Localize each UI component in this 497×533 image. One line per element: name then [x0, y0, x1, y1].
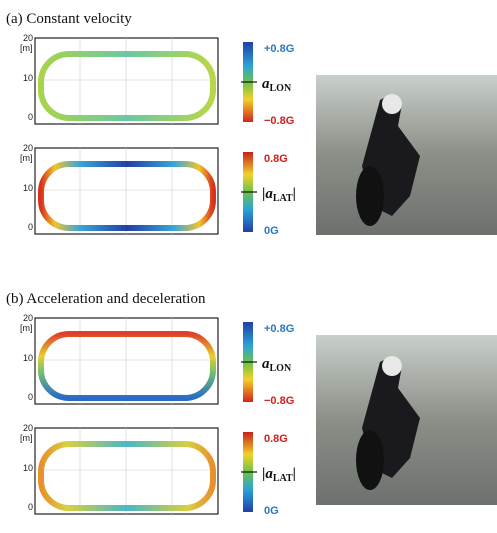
label-suffix: |: [293, 466, 296, 482]
y-tick-label: 0: [28, 392, 33, 402]
panel-title: (b) Acceleration and deceleration: [6, 291, 206, 307]
plot-frame: [35, 428, 218, 514]
y-tick-label: 0: [28, 112, 33, 122]
colorbar-label: aLON: [262, 356, 292, 374]
y-unit: [m]: [20, 153, 33, 163]
colorbar-bottom: −0.8G: [264, 395, 294, 407]
y-tick-label: 20: [23, 313, 33, 323]
figure: (a) Constant velocity[m]20100+0.8G−0.8Ga…: [0, 0, 497, 533]
plot-frame: [35, 38, 218, 124]
plot-frame: [35, 318, 218, 404]
y-tick-label: 10: [23, 183, 33, 193]
y-tick-label: 10: [23, 353, 33, 363]
y-tick-label: 10: [23, 463, 33, 473]
photo: [316, 75, 497, 235]
panel-title: (a) Constant velocity: [6, 11, 132, 27]
y-tick-label: 10: [23, 73, 33, 83]
y-unit: [m]: [20, 323, 33, 333]
label-subscript: LAT: [273, 193, 293, 204]
label-subscript: LON: [270, 363, 292, 374]
colorbar-top: +0.8G: [264, 43, 294, 55]
colorbar-top: 0.8G: [264, 433, 288, 445]
y-tick-label: 0: [28, 502, 33, 512]
label-suffix: |: [293, 186, 296, 202]
label-subscript: LAT: [273, 473, 293, 484]
colorbar-bottom: −0.8G: [264, 115, 294, 127]
y-tick-label: 20: [23, 33, 33, 43]
y-tick-label: 20: [23, 143, 33, 153]
colorbar-label: |aLAT|: [262, 466, 296, 484]
label-subscript: LON: [270, 83, 292, 94]
colorbar-bottom: 0G: [264, 505, 279, 517]
y-tick-label: 0: [28, 222, 33, 232]
photo: [316, 335, 497, 505]
y-tick-label: 20: [23, 423, 33, 433]
plot-frame: [35, 148, 218, 234]
colorbar-label: |aLAT|: [262, 186, 296, 204]
colorbar-top: 0.8G: [264, 153, 288, 165]
colorbar-top: +0.8G: [264, 323, 294, 335]
colorbar-label: aLON: [262, 76, 292, 94]
colorbar-bottom: 0G: [264, 225, 279, 237]
y-unit: [m]: [20, 43, 33, 53]
y-unit: [m]: [20, 433, 33, 443]
